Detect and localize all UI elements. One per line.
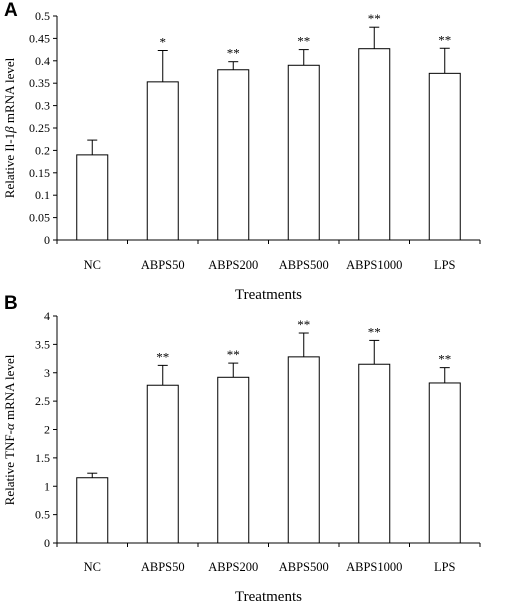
y-axis-title-symbol: β <box>2 126 17 134</box>
bar <box>76 477 109 544</box>
significance-marker: ** <box>297 34 310 49</box>
y-axis-title-suffix: mRNA level <box>2 57 17 126</box>
significance-marker: ** <box>297 317 310 332</box>
y-tick-label: 2.5 <box>35 394 50 408</box>
category-label: ABPS1000 <box>346 258 402 272</box>
bar <box>428 382 461 544</box>
x-axis-title: Treatments <box>235 287 302 303</box>
bar <box>358 48 391 241</box>
y-axis-title-suffix: mRNA level <box>2 354 17 423</box>
significance-marker: ** <box>368 324 381 339</box>
category-label: ABPS1000 <box>346 560 402 574</box>
significance-marker: ** <box>368 11 381 26</box>
y-tick-label: 0.5 <box>35 9 50 23</box>
category-label: ABPS50 <box>141 560 185 574</box>
category-label: LPS <box>434 560 456 574</box>
y-tick-label: 0.5 <box>35 508 50 522</box>
significance-marker: * <box>160 34 167 49</box>
bar <box>358 363 391 544</box>
significance-marker: ** <box>438 32 451 47</box>
panel-b-letter: B <box>4 293 18 314</box>
category-label: ABPS500 <box>279 258 329 272</box>
y-tick-label: 0.3 <box>35 99 50 113</box>
significance-marker: ** <box>438 352 451 367</box>
y-tick-label: 2 <box>44 423 50 437</box>
bar <box>146 81 179 241</box>
y-tick-label: 0.25 <box>29 121 50 135</box>
y-tick-label: 3.5 <box>35 337 50 351</box>
y-tick-label: 0.2 <box>35 143 50 157</box>
bar <box>217 69 250 241</box>
category-label: ABPS200 <box>208 258 258 272</box>
y-tick-label: 0.4 <box>35 54 50 68</box>
y-tick-label: 0.45 <box>29 31 50 45</box>
bar <box>146 384 179 544</box>
bar <box>217 376 250 544</box>
category-label: ABPS50 <box>141 258 185 272</box>
y-tick-label: 0.15 <box>29 166 50 180</box>
y-axis-title-prefix: Relative Il-1 <box>2 133 17 198</box>
y-tick-label: 3 <box>44 366 50 380</box>
panel-a: A 0 0.05 0.1 0.15 0.2 0.25 0.3 0.35 0.4 0.45 0.5 NC… <box>2 0 481 303</box>
significance-marker: ** <box>227 46 240 61</box>
y-axis-title-symbol: α <box>2 422 17 430</box>
category-label: ABPS500 <box>279 560 329 574</box>
significance-marker: ** <box>156 349 169 364</box>
significance-marker: ** <box>227 347 240 362</box>
category-label: NC <box>84 560 101 574</box>
y-tick-label: 0.05 <box>29 211 50 225</box>
bar <box>287 64 320 241</box>
category-label: LPS <box>434 258 456 272</box>
bar <box>428 72 461 241</box>
y-tick-label: 0.35 <box>29 76 50 90</box>
x-axis-title: Treatments <box>235 589 302 603</box>
y-tick-label: 4 <box>44 309 50 323</box>
y-tick-label: 1 <box>44 479 50 493</box>
y-tick-label: 1.5 <box>35 451 50 465</box>
panel-a-letter: A <box>4 0 18 21</box>
y-axis-title: Relative Il-1β mRNA level <box>2 57 17 198</box>
y-axis-title: Relative TNF-α mRNA level <box>2 354 17 505</box>
y-tick-label: 0.1 <box>35 188 50 202</box>
bar <box>76 154 109 241</box>
category-label: NC <box>84 258 101 272</box>
bar <box>287 356 320 544</box>
y-tick-label: 0 <box>44 536 50 550</box>
y-tick-label: 0 <box>44 233 50 247</box>
panel-b: B 0 0.5 1 1.5 2 2.5 3 3.5 4 NC ** ABPS50 ** ABPS200 **… <box>2 293 481 603</box>
category-label: ABPS200 <box>208 560 258 574</box>
y-axis-title-prefix: Relative TNF- <box>2 430 17 505</box>
